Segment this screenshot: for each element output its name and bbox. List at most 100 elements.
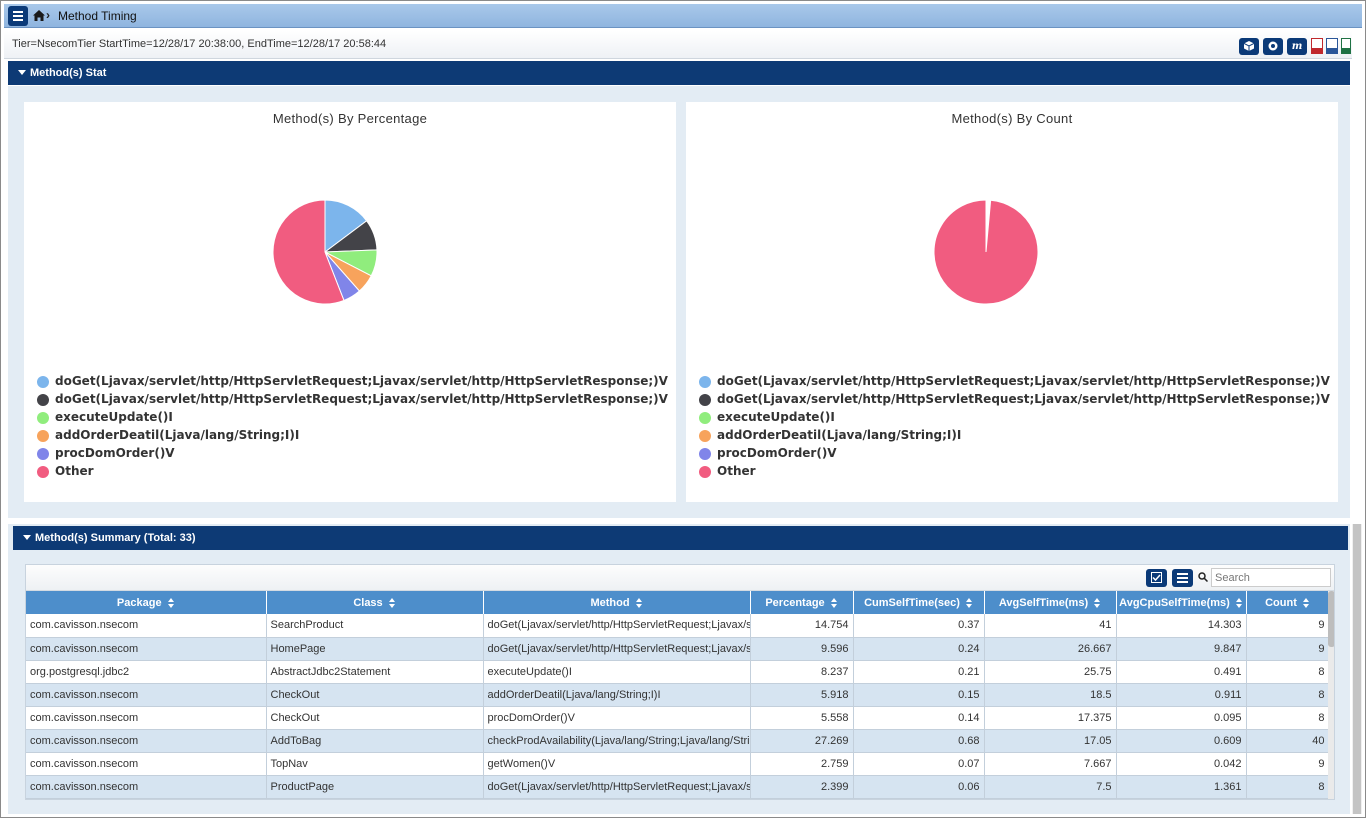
legend-color-dot [699,466,711,478]
page-scrollbar-thumb[interactable] [1353,524,1361,814]
table-row[interactable]: com.cavisson.nsecom AddToBag checkProdAvai… [26,729,1330,753]
column-header-label: Package [116,596,162,609]
summary-section-header[interactable]: Method(s) Summary (Total: 33) [13,526,1348,550]
column-header[interactable]: AvgCpuSelfTime(ms) [1116,591,1247,614]
sort-icon[interactable] [167,597,175,608]
table-cell: 26.667 [984,637,1117,661]
legend-label: doGet(Ljavax/servlet/http/HttpServletReq… [55,392,668,406]
m-icon[interactable]: m [1287,38,1307,55]
page-scrollbar[interactable] [1352,524,1362,814]
table-row[interactable]: com.cavisson.nsecom TopNav getWomen()V 2.75… [26,752,1330,776]
table-cell: 0.68 [853,729,985,753]
table-cell: 7.667 [984,752,1117,776]
stat-section-header[interactable]: Method(s) Stat [8,61,1350,85]
legend-color-dot [699,376,711,388]
table-header-row: Package Class Method Percentage CumSelfTime(… [26,591,1330,614]
table-row[interactable]: com.cavisson.nsecom CheckOut addOrderDeati… [26,683,1330,707]
table-cell: 8 [1246,660,1330,684]
table-cell: 0.21 [853,660,985,684]
column-header[interactable]: Package [26,591,267,614]
table-cell: 7.5 [984,775,1117,799]
column-header[interactable]: AvgSelfTime(ms) [984,591,1117,614]
table-cell: 5.558 [750,706,854,730]
pie-slice[interactable] [933,199,1039,305]
table-cell: doGet(Ljavax/servlet/http/HttpServletReq… [483,614,751,638]
column-header-label: CumSelfTime(sec) [864,596,960,609]
column-header-label: AvgCpuSelfTime(ms) [1119,596,1230,609]
circle-icon[interactable] [1263,38,1283,55]
table-cell: executeUpdate()I [483,660,751,684]
home-icon[interactable] [33,10,45,21]
table-row[interactable]: com.cavisson.nsecom HomePage doGet(Ljavax/… [26,637,1330,661]
sort-icon[interactable] [830,597,838,608]
table-row[interactable]: org.postgresql.jdbc2 AbstractJdbc2Stateme… [26,660,1330,684]
table-cell: 8 [1246,683,1330,707]
stat-area: Method(s) By Percentage doGet(Ljavax/ser… [8,86,1350,518]
pdf-icon[interactable] [1311,38,1323,54]
legend-color-dot [37,376,49,388]
search-icon [1198,572,1208,582]
table-cell: 17.375 [984,706,1117,730]
percentage-pie-chart [272,199,378,305]
table-cell: getWomen()V [483,752,751,776]
sort-icon[interactable] [635,597,643,608]
table-cell: CheckOut [266,706,484,730]
column-header[interactable]: Count [1246,591,1330,614]
pie-slice[interactable] [324,199,368,254]
sort-icon[interactable] [1094,597,1101,608]
sort-icon[interactable] [1235,597,1243,608]
summary-table-container: Package Class Method Percentage CumSelfTime(… [25,564,1335,800]
table-row[interactable]: com.cavisson.nsecom CheckOut procDomOrder(… [26,706,1330,730]
menu-icon[interactable] [8,6,28,26]
table-cell: 1.361 [1116,775,1247,799]
sort-icon[interactable] [965,597,973,608]
time-range-text: Tier=NsecomTier StartTime=12/28/17 20:38… [12,38,387,50]
column-header[interactable]: Percentage [750,591,854,614]
table-cell: doGet(Ljavax/servlet/http/HttpServletReq… [483,775,751,799]
search-input[interactable] [1211,568,1331,587]
percentage-chart-panel: Method(s) By Percentage doGet(Ljavax/ser… [24,102,676,502]
legend-label: executeUpdate()I [717,410,835,424]
pie-slice[interactable] [272,199,345,305]
table-cell: addOrderDeatil(Ljava/lang/String;I)I [483,683,751,707]
table-scrollbar[interactable] [1328,591,1334,799]
table-cell: com.cavisson.nsecom [26,752,267,776]
table-cell: 27.269 [750,729,854,753]
sort-icon[interactable] [388,597,396,608]
table-cell: com.cavisson.nsecom [26,729,267,753]
table-cell: 0.042 [1116,752,1247,776]
table-cell: AbstractJdbc2Statement [266,660,484,684]
chart-title: Method(s) By Count [951,111,1073,126]
table-cell: com.cavisson.nsecom [26,637,267,661]
list-icon[interactable] [1172,569,1193,587]
legend-label: procDomOrder()V [55,446,175,460]
table-cell: 9 [1246,637,1330,661]
table-scrollbar-thumb[interactable] [1328,591,1334,647]
chevron-right-icon: › [46,8,50,22]
column-header[interactable]: Class [266,591,484,614]
summary-section-title: Method(s) Summary (Total: 33) [35,532,196,544]
column-header[interactable]: CumSelfTime(sec) [853,591,985,614]
legend-color-dot [37,466,49,478]
legend-label: addOrderDeatil(Ljava/lang/String;I)I [55,428,300,442]
table-cell: 0.37 [853,614,985,638]
excel-icon[interactable] [1341,38,1351,54]
table-row[interactable]: com.cavisson.nsecom SearchProduct doGet(Lj… [26,614,1330,638]
cube-icon[interactable] [1239,38,1259,55]
table-cell: 2.759 [750,752,854,776]
table-cell: 0.07 [853,752,985,776]
breadcrumb: › Method Timing [4,4,1362,28]
column-header[interactable]: Method [483,591,751,614]
checkbox-icon[interactable] [1146,569,1167,587]
table-cell: 9 [1246,614,1330,638]
table-row[interactable]: com.cavisson.nsecom ProductPage doGet(Ljav… [26,775,1330,799]
table-cell: 5.918 [750,683,854,707]
table-cell: 0.15 [853,683,985,707]
legend-label: addOrderDeatil(Ljava/lang/String;I)I [717,428,962,442]
sort-icon[interactable] [1302,597,1310,608]
caret-down-icon [23,535,31,540]
table-cell: 9.847 [1116,637,1247,661]
table-cell: 25.75 [984,660,1117,684]
word-icon[interactable] [1326,38,1338,54]
